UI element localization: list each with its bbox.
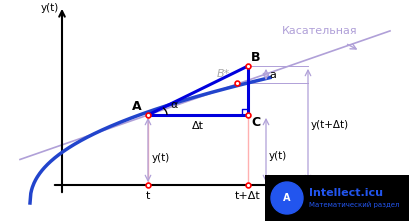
Bar (264, 175, 409, 221)
Text: Математический раздел: Математический раздел (308, 202, 398, 208)
Text: y(t): y(t) (40, 3, 59, 13)
Text: C: C (250, 116, 259, 129)
Text: y(t): y(t) (152, 153, 170, 163)
Text: t: t (146, 191, 150, 201)
Text: B*: B* (216, 69, 229, 79)
Circle shape (270, 182, 302, 214)
Text: a: a (268, 69, 275, 80)
Text: A: A (132, 100, 142, 113)
Text: y(t): y(t) (268, 151, 287, 161)
Text: Касательная: Касательная (281, 26, 357, 36)
Text: α: α (170, 100, 177, 110)
Text: Intellect.icu: Intellect.icu (308, 188, 382, 198)
Text: B: B (250, 51, 260, 64)
Text: y(t+Δt): y(t+Δt) (310, 120, 348, 130)
Text: t+Δt: t+Δt (234, 191, 260, 201)
Text: Δt: Δt (191, 121, 204, 131)
Text: A: A (283, 193, 290, 203)
